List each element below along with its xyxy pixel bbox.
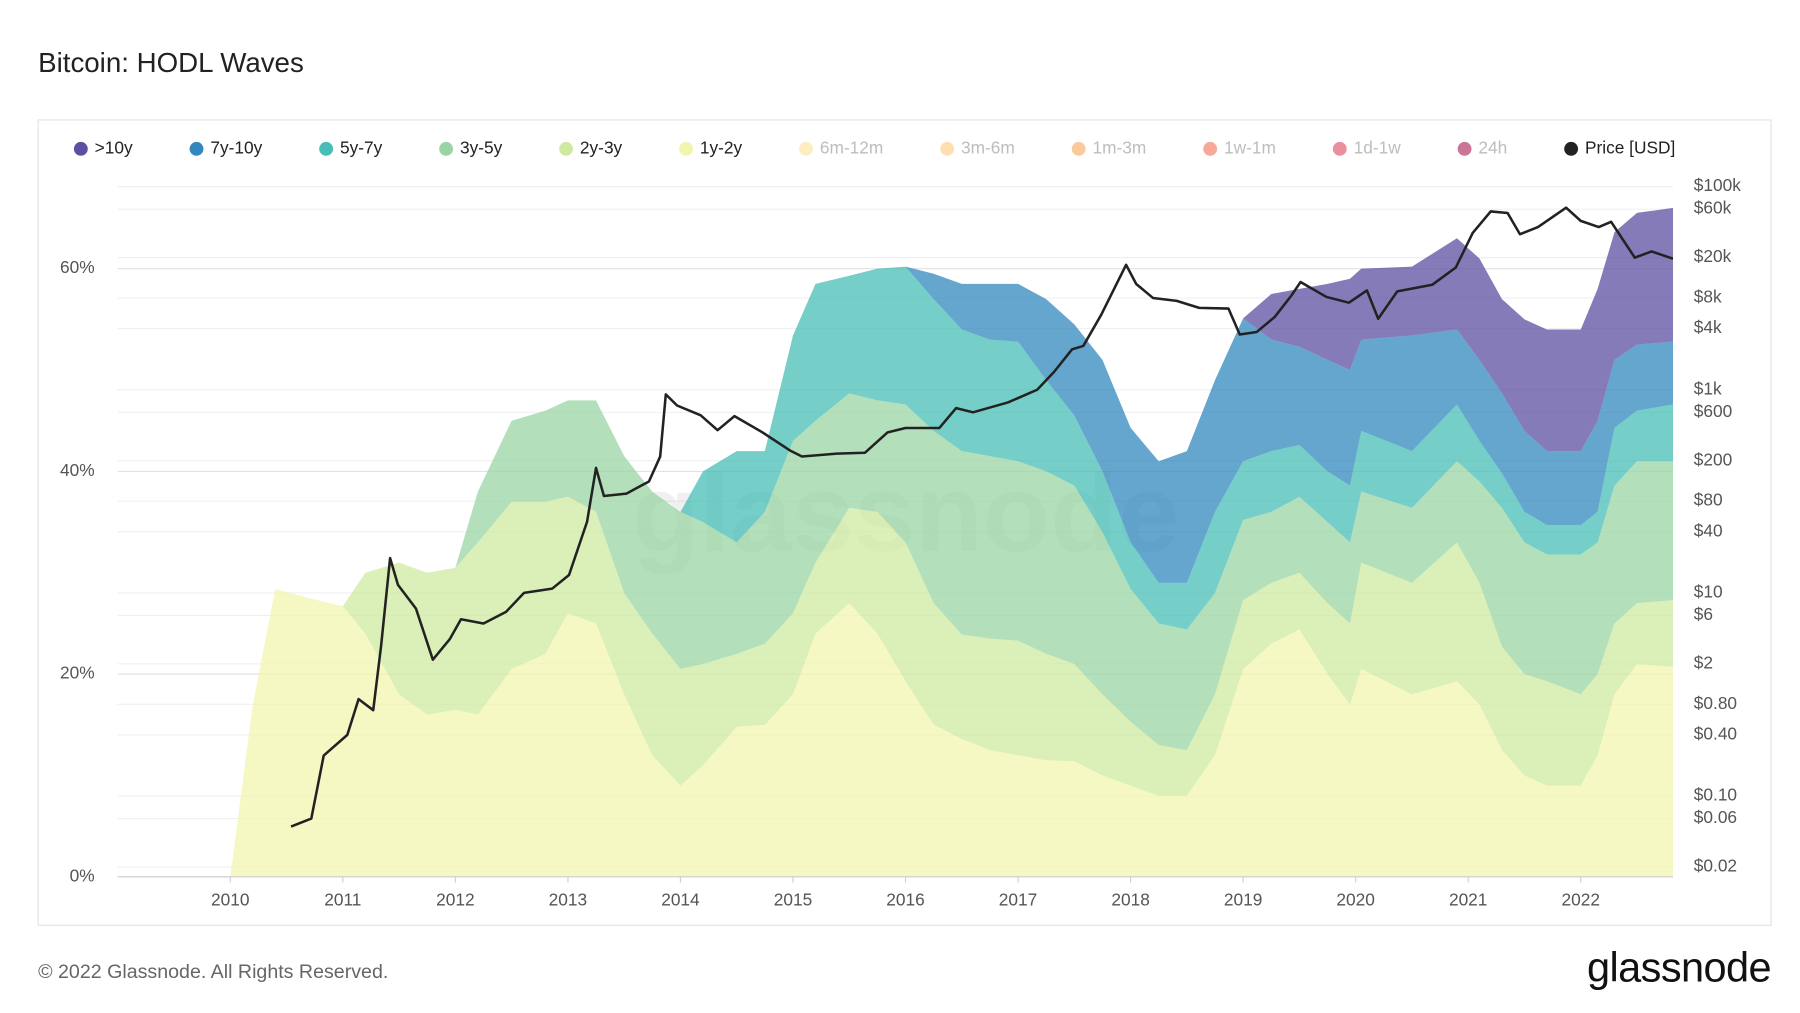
legend-label: 1m-3m — [1093, 137, 1147, 157]
x-tick-label: 2017 — [999, 890, 1037, 910]
legend-label: 3y-5y — [460, 137, 503, 157]
y2-tick-label: $80 — [1694, 490, 1723, 510]
legend-label: >10y — [95, 137, 133, 157]
legend-marker — [1332, 141, 1347, 156]
logo: glassnode — [1587, 943, 1771, 990]
legend-marker — [73, 141, 88, 156]
chart-title: Bitcoin: HODL Waves — [38, 47, 304, 78]
legend-marker — [1564, 141, 1579, 156]
area-band — [230, 496, 1674, 877]
legend-marker — [1457, 141, 1472, 156]
legend-label: 5y-7y — [340, 137, 383, 157]
y2-tick-label: $40 — [1694, 520, 1723, 540]
x-tick-label: 2010 — [211, 890, 249, 910]
y2-tick-label: $200 — [1694, 449, 1732, 469]
y2-tick-label: $100k — [1694, 175, 1741, 195]
legend-label: 1y-2y — [700, 137, 743, 157]
x-tick-label: 2016 — [886, 890, 924, 910]
x-tick-label: 2012 — [436, 890, 474, 910]
legend-label: 3m-6m — [961, 137, 1015, 157]
area-band — [230, 393, 1674, 877]
x-tick-label: 2022 — [1561, 890, 1599, 910]
y2-tick-label: $8k — [1694, 287, 1722, 307]
legend-marker — [439, 141, 454, 156]
x-tick-label: 2020 — [1336, 890, 1374, 910]
legend-marker — [319, 141, 334, 156]
x-tick-label: 2018 — [1111, 890, 1149, 910]
legend-marker — [1203, 141, 1218, 156]
x-tick-label: 2015 — [774, 890, 812, 910]
y2-tick-label: $60k — [1694, 198, 1732, 218]
y2-tick-label: $0.80 — [1694, 693, 1737, 713]
y-tick-label: 60% — [60, 257, 95, 277]
area-band — [230, 266, 1674, 877]
y-tick-label: 0% — [70, 865, 95, 885]
y2-tick-label: $600 — [1694, 401, 1732, 421]
x-tick-label: 2011 — [324, 890, 361, 910]
area-band — [230, 266, 1674, 877]
price-line — [290, 206, 1674, 828]
legend-label: 7y-10y — [210, 137, 262, 157]
y2-tick-label: $0.06 — [1694, 807, 1737, 827]
legend-marker — [559, 141, 574, 156]
legend-label: 1d-1w — [1354, 137, 1402, 157]
legend-label: 1w-1m — [1224, 137, 1276, 157]
y2-tick-label: $1k — [1694, 378, 1722, 398]
legend-marker — [189, 141, 204, 156]
y2-tick-label: $0.40 — [1694, 723, 1737, 743]
y2-tick-label: $0.10 — [1694, 785, 1737, 805]
y2-tick-label: $20k — [1694, 246, 1732, 266]
x-tick-label: 2013 — [549, 890, 587, 910]
y-tick-label: 40% — [60, 460, 95, 480]
x-tick-label: 2014 — [661, 890, 700, 910]
copyright: © 2022 Glassnode. All Rights Reserved. — [38, 961, 388, 983]
x-tick-label: 2019 — [1224, 890, 1262, 910]
legend-label: 2y-3y — [580, 137, 623, 157]
area-band — [230, 588, 1674, 877]
y-tick-label: 20% — [60, 663, 95, 683]
legend-marker — [679, 141, 693, 156]
x-tick-label: 2021 — [1449, 890, 1487, 910]
y2-tick-label: $6 — [1694, 604, 1713, 624]
y2-tick-label: $10 — [1694, 581, 1723, 601]
legend-marker — [799, 141, 813, 156]
legend-label: 6m-12m — [820, 137, 883, 157]
legend-marker — [1071, 141, 1086, 156]
y2-tick-label: $0.02 — [1694, 856, 1737, 876]
legend-label: 24h — [1478, 137, 1507, 157]
legend-marker — [940, 141, 955, 156]
y2-tick-label: $4k — [1694, 317, 1722, 337]
legend-label: Price [USD] — [1585, 137, 1675, 157]
y2-tick-label: $2 — [1694, 652, 1713, 672]
